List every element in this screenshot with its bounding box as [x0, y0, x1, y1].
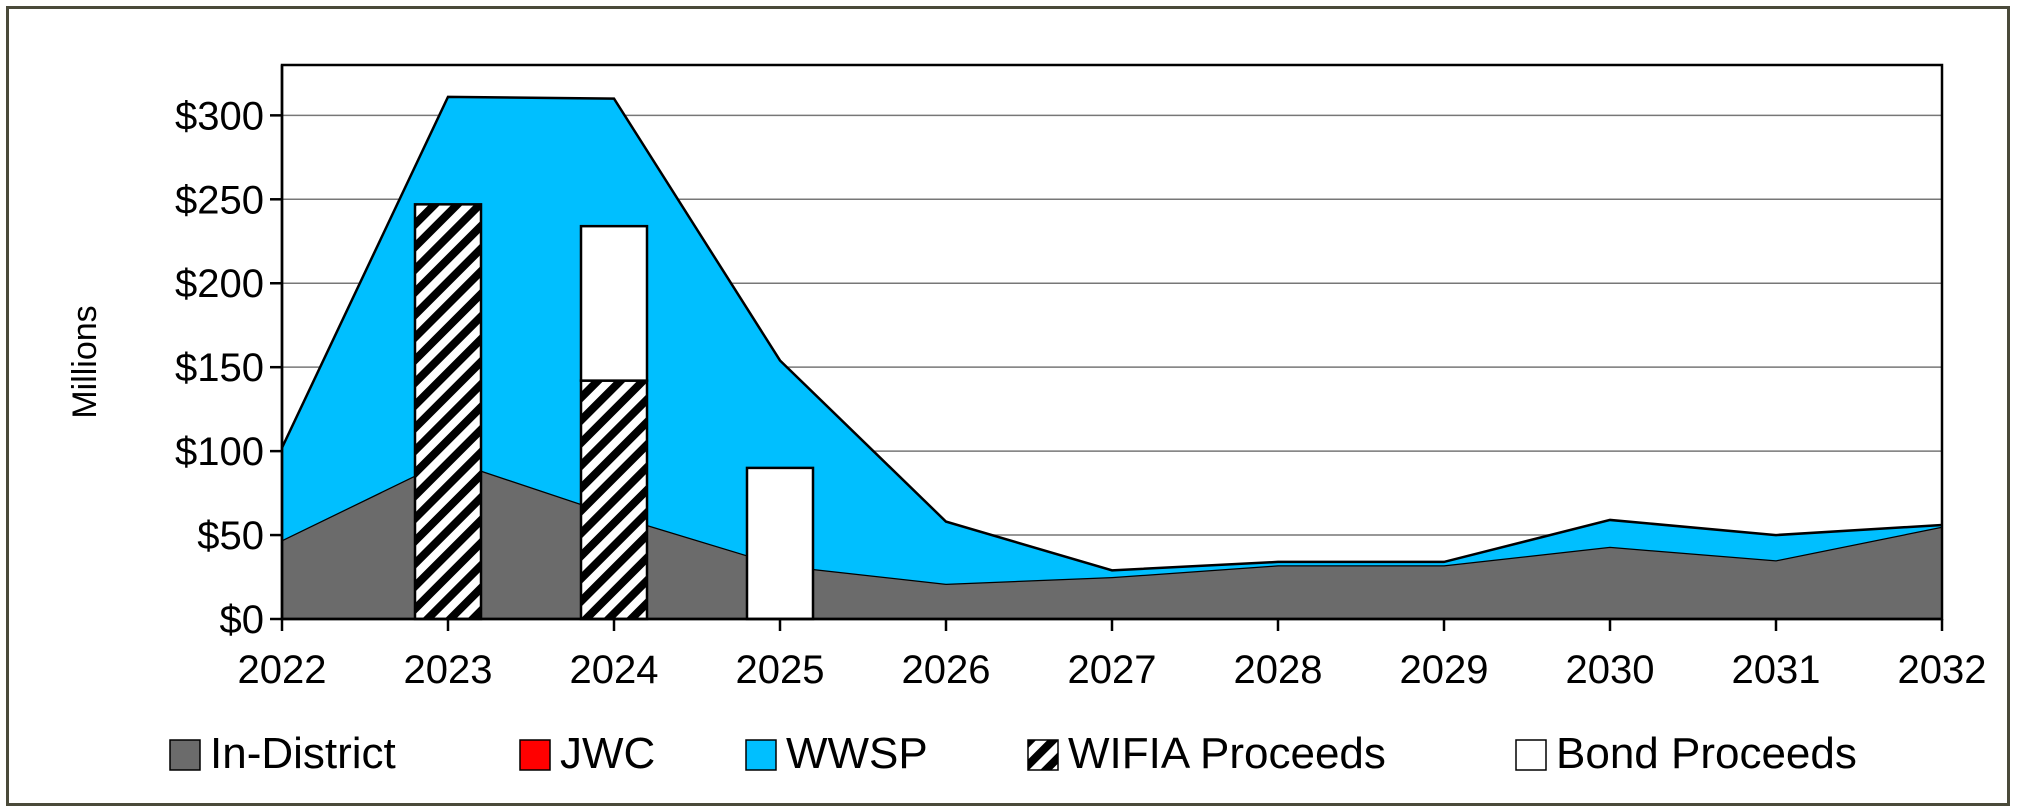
bar-0-2 — [579, 379, 649, 621]
y-tick-label-0: $0 — [220, 598, 265, 642]
bar-0-1 — [413, 203, 483, 621]
legend-swatch-2 — [745, 739, 777, 771]
x-tick-label-8: 2030 — [1566, 648, 1655, 692]
x-tick-label-2: 2024 — [570, 648, 659, 692]
y-tick-label-3: $150 — [175, 346, 264, 390]
x-tick-label-10: 2032 — [1898, 648, 1987, 692]
legend-label-0: In-District — [210, 729, 396, 778]
bar-1-3 — [745, 466, 815, 621]
legend: In-District JWC WWSP WIFIA Proceeds Bond Pro… — [169, 729, 1857, 778]
legend-swatch-0 — [169, 739, 201, 771]
axes: $0 $50 $100 $150 $200 $250 $300 2022 2023 2024 202… — [175, 65, 1986, 692]
x-tick-label-6: 2028 — [1234, 648, 1323, 692]
y-tick-label-1: $50 — [197, 514, 264, 558]
x-tick-label-1: 2023 — [404, 648, 493, 692]
bar-1-2 — [579, 224, 649, 382]
x-tick-label-7: 2029 — [1400, 648, 1489, 692]
y-axis-title: Millions — [66, 305, 104, 418]
x-tick-label-3: 2025 — [736, 648, 825, 692]
x-tick-label-0: 2022 — [238, 648, 327, 692]
legend-swatch-3 — [1027, 739, 1059, 771]
x-tick-label-9: 2031 — [1732, 648, 1821, 692]
area-outline-2 — [280, 95, 1943, 572]
y-tick-label-4: $200 — [175, 262, 264, 306]
legend-swatch-4 — [1515, 739, 1547, 771]
area-0 — [282, 459, 1942, 619]
legend-label-3: WIFIA Proceeds — [1068, 729, 1386, 778]
area-series — [280, 95, 1943, 619]
x-tick-label-5: 2027 — [1068, 648, 1157, 692]
x-tick-label-4: 2026 — [902, 648, 991, 692]
legend-label-2: WWSP — [786, 729, 928, 778]
legend-label-4: Bond Proceeds — [1556, 729, 1857, 778]
area-2 — [282, 96, 1942, 584]
y-tick-label-5: $250 — [175, 178, 264, 222]
legend-label-1: JWC — [560, 729, 655, 778]
y-tick-label-6: $300 — [175, 94, 264, 138]
y-tick-label-2: $100 — [175, 430, 264, 474]
legend-swatch-1 — [519, 739, 551, 771]
